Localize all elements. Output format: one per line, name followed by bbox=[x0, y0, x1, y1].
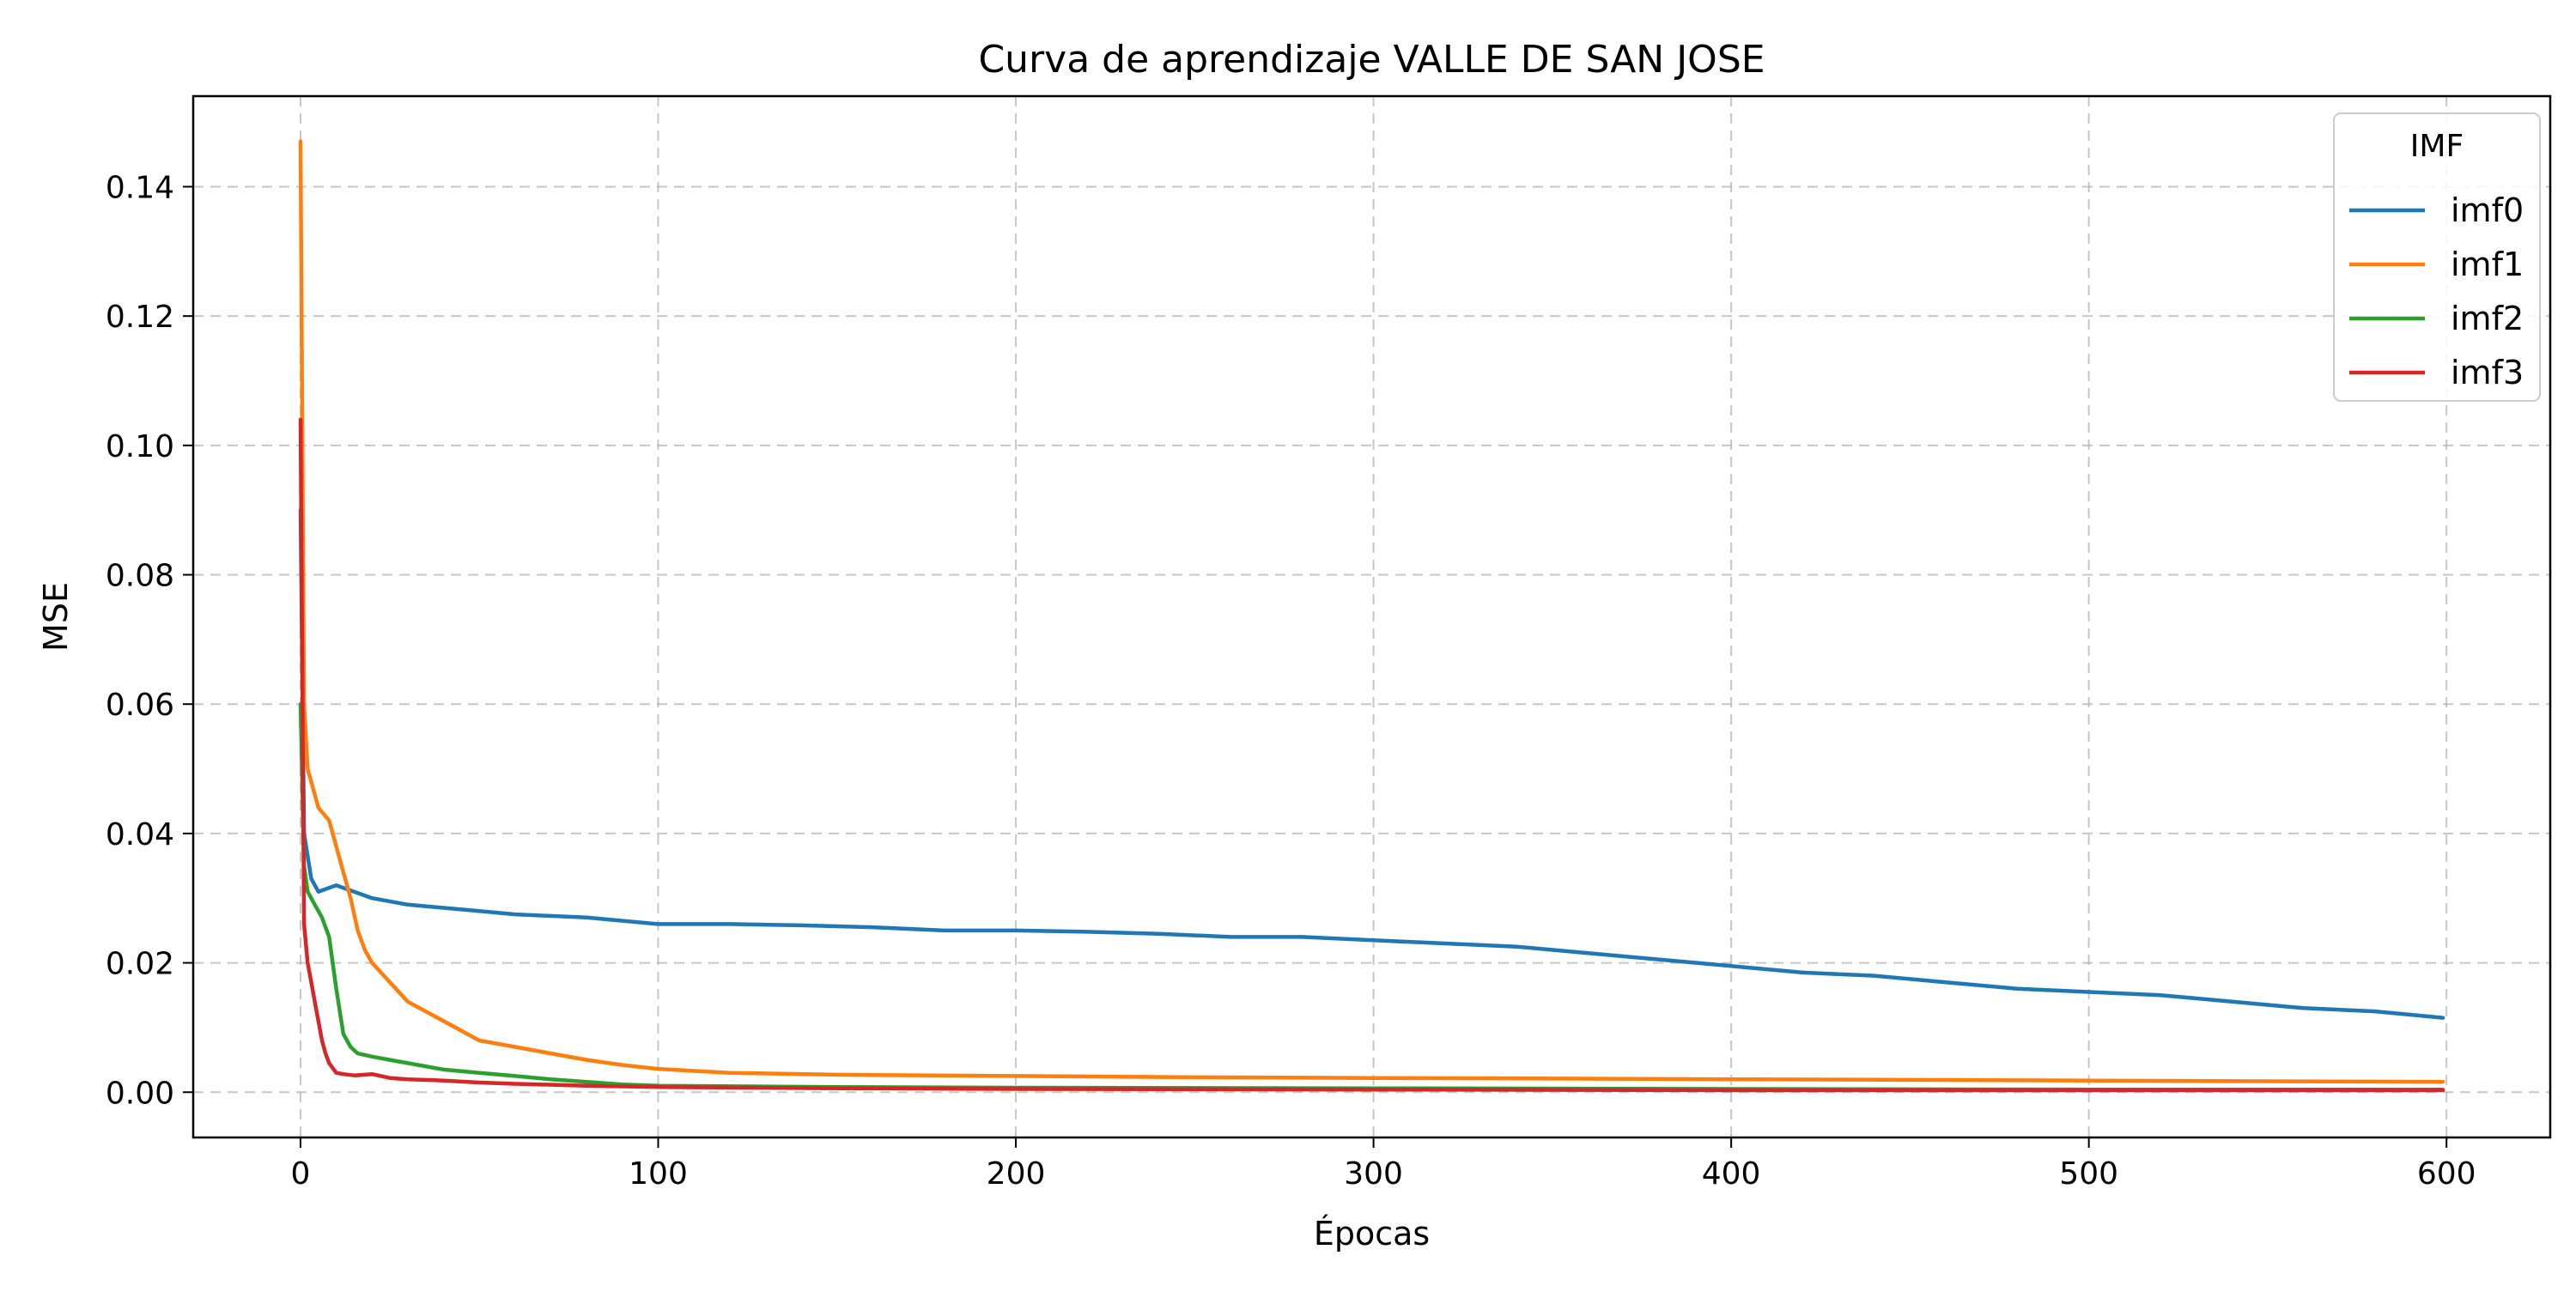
x-axis-label: Épocas bbox=[1314, 1215, 1430, 1253]
legend-label-imf1: imf1 bbox=[2451, 246, 2524, 283]
legend-label-imf0: imf0 bbox=[2451, 191, 2524, 229]
y-tick-label: 0.00 bbox=[106, 1076, 174, 1111]
x-tick-label: 400 bbox=[1702, 1156, 1761, 1192]
x-tick-label: 300 bbox=[1344, 1156, 1403, 1192]
plot-lines bbox=[298, 139, 2445, 1093]
series-line-imf2 bbox=[298, 701, 2445, 1092]
axis-ticks: 0 100 200 300 400 500 600 0.00 0.02 0.04 0.06 0.08 0… bbox=[106, 170, 2476, 1192]
plot-frame bbox=[191, 94, 2552, 1139]
y-tick-label: 0.02 bbox=[106, 947, 174, 982]
legend-items: imf0 imf1 imf2 imf3 bbox=[2349, 191, 2524, 391]
y-tick-label: 0.12 bbox=[106, 300, 174, 335]
chart-title: Curva de aprendizaje VALLE DE SAN JOSE bbox=[978, 38, 1765, 82]
x-tick-label: 600 bbox=[2417, 1156, 2476, 1192]
legend-label-imf3: imf3 bbox=[2451, 354, 2524, 391]
y-tick-label: 0.08 bbox=[106, 559, 174, 594]
legend: IMF imf0 imf1 imf2 imf3 bbox=[2333, 112, 2541, 402]
grid bbox=[193, 96, 2550, 1137]
series-line-imf3 bbox=[298, 417, 2445, 1093]
series-line-imf0 bbox=[298, 507, 2445, 1020]
y-tick-label: 0.04 bbox=[106, 817, 174, 852]
series-line-imf1 bbox=[298, 139, 2445, 1084]
x-tick-label: 0 bbox=[291, 1156, 311, 1192]
y-axis-label: MSE bbox=[37, 582, 75, 652]
y-tick-label: 0.06 bbox=[106, 688, 174, 723]
x-tick-label: 200 bbox=[987, 1156, 1046, 1192]
y-tick-label: 0.14 bbox=[106, 170, 174, 205]
x-tick-label: 500 bbox=[2059, 1156, 2118, 1192]
y-tick-label: 0.10 bbox=[106, 429, 174, 464]
legend-box bbox=[2333, 112, 2541, 402]
legend-title: IMF bbox=[2410, 129, 2464, 164]
legend-label-imf2: imf2 bbox=[2451, 300, 2524, 337]
x-tick-label: 100 bbox=[629, 1156, 688, 1192]
